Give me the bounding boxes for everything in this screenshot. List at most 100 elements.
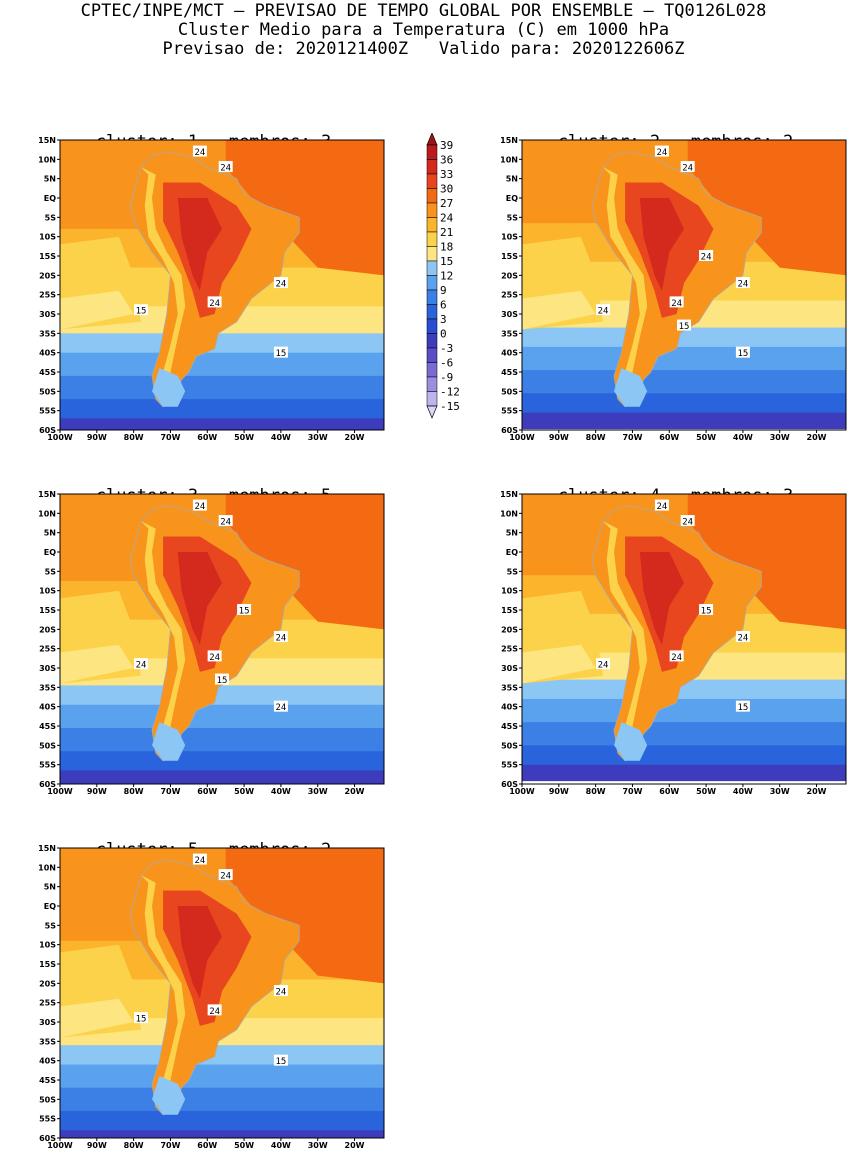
lon-tick-label: 90W (87, 433, 107, 442)
temperature-band (522, 679, 846, 700)
colorbar-label: -15 (440, 400, 460, 413)
contour-label-bg (218, 161, 233, 173)
contour-label: 24 (220, 872, 231, 882)
lat-tick-label: 60S (39, 1134, 56, 1143)
lat-tick-label: 45S (501, 368, 518, 377)
lon-tick-label: 30W (308, 1141, 328, 1150)
contour-label: 24 (656, 148, 667, 158)
temperature-band (60, 418, 384, 430)
contour-label: 15 (217, 676, 228, 686)
contour-label-bg (699, 250, 714, 261)
map-area: 24 24 24 24 24 15 24 15 15N 10N 5N EQ 5S 10S 15S 20S 25S… (490, 136, 847, 442)
contour-label: 15 (136, 1015, 147, 1025)
lon-tick-label: 100W (47, 787, 73, 796)
lat-tick-label: 5N (506, 175, 518, 184)
lat-tick-label: 5S (507, 567, 519, 576)
lon-tick-label: 90W (549, 787, 569, 796)
colorbar-label: 27 (440, 197, 453, 210)
andes-cool-strip (141, 521, 186, 761)
contour-label: 24 (194, 856, 205, 866)
map-panel-cluster-3: cluster: 3 membros: 5 242424242424151515… (28, 466, 385, 796)
colorbar-cap (426, 132, 438, 146)
contour-label-bg (680, 515, 695, 527)
contour-label-bg (596, 304, 610, 316)
map-frame (59, 847, 385, 1139)
colorbar-label: 3 (440, 313, 447, 326)
lon-tick-label: 30W (770, 787, 790, 796)
contour-label-bg (192, 853, 207, 865)
contour-label: 24 (656, 502, 667, 512)
lat-tick-label: EQ (44, 194, 56, 203)
lat-tick-label: 10N (500, 155, 518, 164)
lon-tick-label: 90W (87, 787, 107, 796)
temperature-band (60, 1130, 384, 1138)
temperature-band (522, 722, 846, 747)
lat-tick-label: 30S (39, 1018, 56, 1027)
contour-label: 24 (737, 280, 748, 290)
lat-tick-label: 60S (501, 780, 518, 789)
lat-tick-label: 15N (500, 136, 518, 145)
temperature-band (522, 346, 846, 372)
lat-tick-label: 35S (39, 683, 56, 692)
lat-tick-label: 50S (39, 741, 56, 750)
contour-label-bg (273, 700, 288, 712)
contour-label-bg (218, 515, 233, 527)
lat-tick-label: 25S (501, 645, 518, 654)
lat-tick-label: 15N (38, 490, 56, 499)
contour-label-bg (273, 277, 288, 289)
colorbar-label: 6 (440, 299, 447, 312)
lon-tick-label: 80W (124, 787, 144, 796)
colorbar-swatch (426, 304, 438, 320)
temperature-band (60, 704, 384, 729)
hot-core (639, 198, 684, 291)
lon-tick-label: 80W (586, 787, 606, 796)
lon-tick-label: 60W (197, 787, 217, 796)
warm-sector (225, 140, 384, 276)
colorbar-label: 18 (440, 241, 453, 254)
lon-tick-label: 60W (197, 1141, 217, 1150)
lon-tick-label: 70W (160, 1141, 180, 1150)
lat-tick-label: 15N (38, 136, 56, 145)
andes-cool-strip (141, 875, 186, 1115)
map-area: 24 24 24 24 15 15 15N 10N 5N EQ 5S 10S 15S 20S 25S 30S 3… (28, 844, 385, 1150)
lon-tick-label: 90W (87, 1141, 107, 1150)
lat-tick-label: 5N (44, 883, 56, 892)
colorbar-label: 21 (440, 226, 453, 239)
lat-tick-label: 55S (501, 761, 518, 770)
temperature-band (60, 727, 384, 753)
lat-tick-label: EQ (44, 902, 56, 911)
contour-label: 24 (682, 518, 693, 528)
temperature-band (522, 327, 846, 348)
lon-tick-label: 30W (308, 787, 328, 796)
lat-tick-label: 20S (39, 271, 56, 280)
contour-label: 15 (239, 607, 250, 617)
lat-tick-label: 10N (38, 863, 56, 872)
contour-label: 15 (701, 607, 712, 617)
lon-tick-label: 70W (622, 433, 642, 442)
hot-core (177, 198, 222, 291)
contour-label: 24 (209, 299, 220, 309)
colorbar-label: 12 (440, 270, 453, 283)
lat-tick-label: 55S (501, 407, 518, 416)
lon-tick-label: 80W (586, 433, 606, 442)
lat-tick-label: 15S (501, 606, 518, 615)
lat-tick-label: 40S (39, 703, 56, 712)
lon-tick-label: 50W (696, 433, 716, 442)
contour-label: 24 (701, 253, 712, 263)
colorbar-label: 0 (440, 328, 447, 341)
map-panel-cluster-1: cluster: 1 membros: 3 24242424151515N10N… (28, 112, 385, 442)
lat-tick-label: 35S (39, 1037, 56, 1046)
warm-sector (687, 140, 846, 276)
patagonia-cool (152, 722, 186, 761)
lat-tick-label: 60S (39, 780, 56, 789)
lon-tick-label: 100W (509, 787, 535, 796)
title-line-2: Cluster Medio para a Temperatura (C) em … (177, 20, 670, 40)
lat-tick-label: 45S (39, 722, 56, 731)
contour-label: 24 (275, 988, 286, 998)
colorbar-label: 36 (440, 154, 453, 167)
lon-tick-label: 40W (733, 787, 753, 796)
lat-tick-label: 5N (44, 529, 56, 538)
lon-tick-label: 60W (659, 433, 679, 442)
lat-tick-label: 50S (39, 1095, 56, 1104)
lat-tick-label: 35S (501, 683, 518, 692)
